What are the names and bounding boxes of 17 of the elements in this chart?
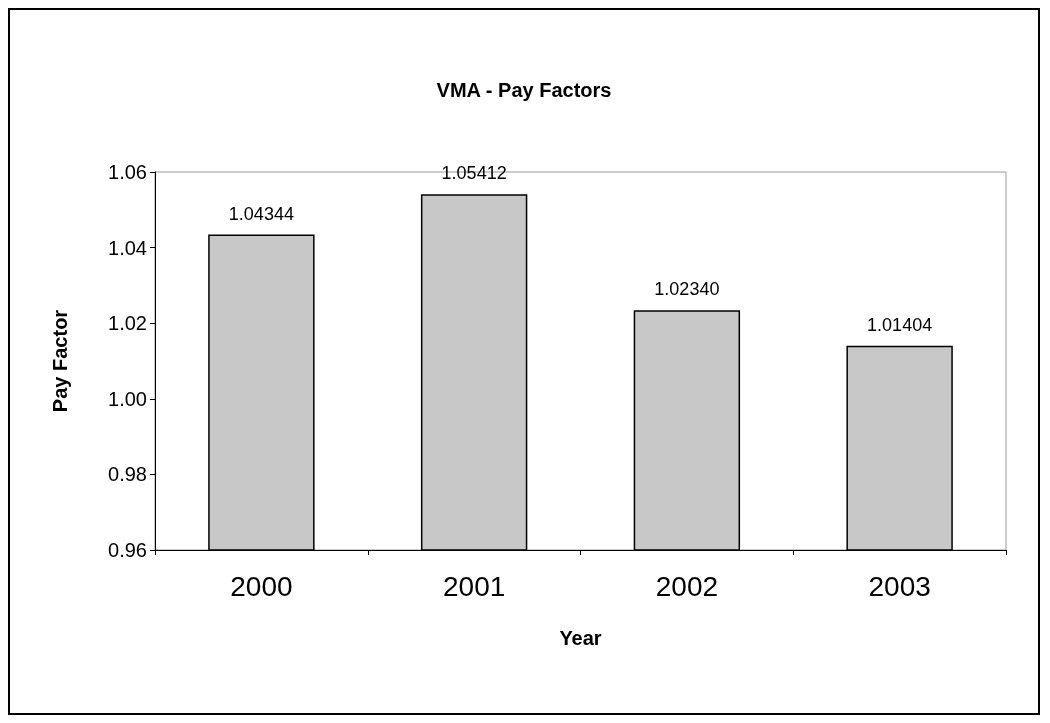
- y-tick-label: 0.98: [108, 463, 147, 486]
- x-tick-label: 2003: [868, 570, 931, 602]
- x-tick-label: 2001: [442, 570, 506, 602]
- y-tick-label: 1.04: [108, 236, 147, 259]
- x-tick-label: 2000: [230, 570, 293, 602]
- y-tick-label: 0.96: [108, 539, 147, 561]
- data-label: 1.05412: [441, 163, 507, 184]
- y-tick-label: 1.06: [108, 161, 147, 183]
- y-axis-title: Pay Factor: [49, 309, 71, 413]
- y-tick-label: 1.00: [108, 387, 147, 410]
- data-label: 1.02340: [654, 279, 720, 300]
- data-label: 1.04344: [228, 203, 294, 224]
- chart-title: VMA - Pay Factors: [436, 79, 612, 101]
- x-axis-title: Year: [559, 627, 602, 649]
- data-label: 1.01404: [867, 314, 933, 335]
- x-tick-label: 2002: [655, 570, 719, 602]
- y-tick-label: 1.02: [108, 312, 147, 335]
